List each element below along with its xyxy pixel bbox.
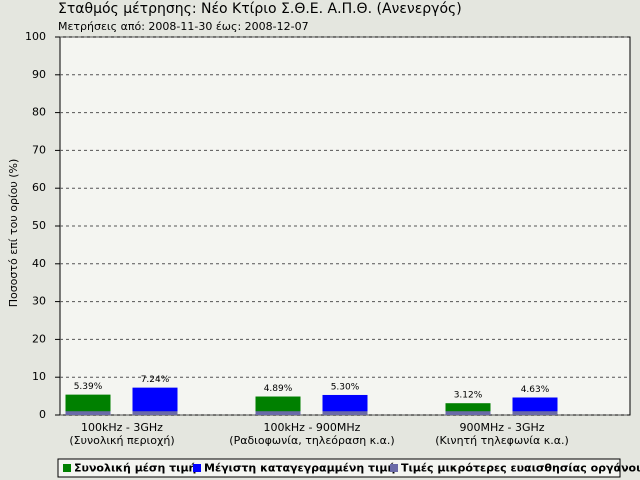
sensitivity-bar [445, 411, 491, 415]
y-tick-label: 100 [25, 30, 46, 43]
sensitivity-bar [512, 411, 558, 415]
y-tick-label: 30 [32, 295, 46, 308]
sensitivity-bar [132, 411, 178, 415]
bar [445, 403, 491, 415]
value-label: 5.39% [74, 382, 103, 392]
sensitivity-bar [65, 411, 111, 415]
y-tick-label: 90 [32, 68, 46, 81]
y-tick-label: 50 [32, 219, 46, 232]
y-tick-label: 0 [39, 408, 46, 421]
bar [132, 387, 178, 415]
x-tick-label: (Ραδιοφωνία, τηλεόραση κ.α.) [229, 434, 394, 447]
legend-swatch [390, 464, 398, 472]
value-label: 4.63% [521, 385, 550, 395]
legend-label: Μέγιστη καταγεγραμμένη τιμή [204, 462, 395, 475]
y-tick-label: 80 [32, 106, 46, 119]
x-tick-label: (Κινητή τηλεφωνία κ.α.) [435, 434, 569, 447]
legend [57, 458, 621, 478]
sensitivity-bar [255, 411, 301, 415]
bar [322, 394, 368, 415]
legend-label: Συνολική μέση τιμή [74, 462, 196, 475]
y-tick-label: 60 [32, 181, 46, 194]
y-axis-label: Ποσοστό επί του ορίου (%) [7, 159, 20, 308]
x-tick-label: (Συνολική περιοχή) [69, 434, 174, 447]
x-tick-label: 100kHz - 900MHz [264, 421, 361, 434]
y-tick-label: 20 [32, 332, 46, 345]
x-tick-label: 100kHz - 3GHz [81, 421, 163, 434]
chart-title: Σταθμός μέτρησης: Νέο Κτίριο Σ.Θ.Ε. Α.Π.… [58, 1, 462, 17]
x-tick-label: 900MHz - 3GHz [459, 421, 544, 434]
value-label: 4.89% [264, 384, 293, 394]
y-tick-label: 40 [32, 257, 46, 270]
legend-swatch [193, 464, 201, 472]
sensitivity-bar [322, 411, 368, 415]
chart-subtitle: Μετρήσεις από: 2008-11-30 έως: 2008-12-0… [58, 20, 309, 33]
legend-label: Τιμές μικρότερες ευαισθησίας οργάνου [401, 462, 640, 475]
value-label: 7.24% [141, 375, 170, 385]
y-tick-label: 10 [32, 370, 46, 383]
legend-swatch [63, 464, 71, 472]
bar [255, 396, 301, 415]
y-tick-label: 70 [32, 143, 46, 156]
bar [512, 397, 558, 415]
value-label: 3.12% [454, 391, 483, 401]
bar [65, 394, 111, 415]
value-label: 5.30% [331, 382, 360, 392]
